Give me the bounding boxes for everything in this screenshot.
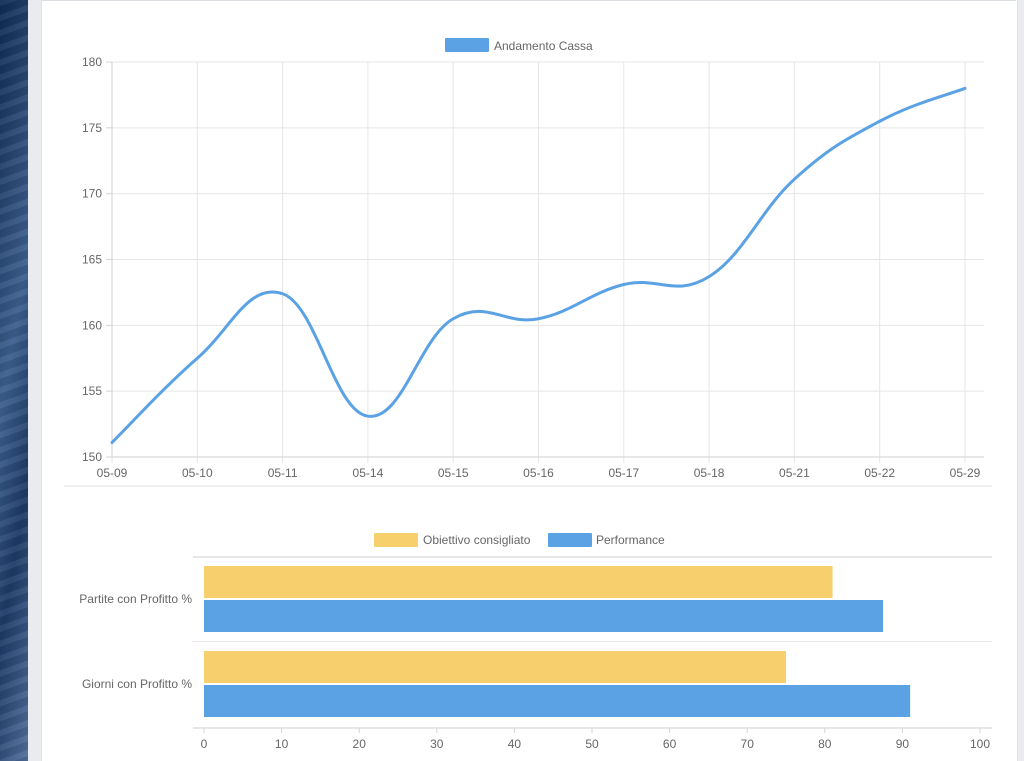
line-chart: Andamento Cassa 150 155 160 165 170 175 180 05…	[64, 38, 992, 487]
line-chart-legend[interactable]: Andamento Cassa	[445, 38, 593, 53]
x-tick-label: 05-11	[268, 466, 298, 480]
legend-swatch-andamento-cassa	[445, 38, 489, 52]
x-tick-label: 05-16	[523, 466, 554, 480]
x-tick-label: 05-29	[950, 466, 981, 480]
line-chart-grid	[106, 61, 984, 463]
x-tick-label: 05-14	[353, 466, 384, 480]
y-tick-label: 170	[82, 187, 102, 201]
line-chart-x-axis: 05-09 05-10 05-11 05-14 05-15 05-16 05-17 05-18…	[97, 466, 981, 480]
x-tick-label: 05-21	[779, 466, 810, 480]
card-top-border	[41, 0, 1016, 1]
x-tick-label: 05-09	[97, 466, 128, 480]
x-tick-label: 05-10	[182, 466, 213, 480]
x-tick-label: 05-18	[694, 466, 725, 480]
series-line-andamento-cassa	[110, 86, 967, 445]
y-tick-label: 160	[82, 318, 102, 332]
legend-label-andamento-cassa: Andamento Cassa	[494, 39, 593, 53]
background-strip	[0, 0, 28, 761]
x-tick-label: 05-15	[438, 466, 469, 480]
y-tick-label: 155	[82, 384, 102, 398]
y-tick-label: 175	[82, 121, 102, 135]
x-tick-label: 05-22	[864, 466, 895, 480]
chart-card	[41, 0, 1018, 761]
y-tick-label: 165	[82, 253, 102, 267]
line-chart-y-axis: 150 155 160 165 170 175 180	[82, 55, 102, 464]
y-tick-label: 150	[82, 450, 102, 464]
x-tick-label: 05-17	[608, 466, 639, 480]
y-tick-label: 180	[82, 55, 102, 69]
